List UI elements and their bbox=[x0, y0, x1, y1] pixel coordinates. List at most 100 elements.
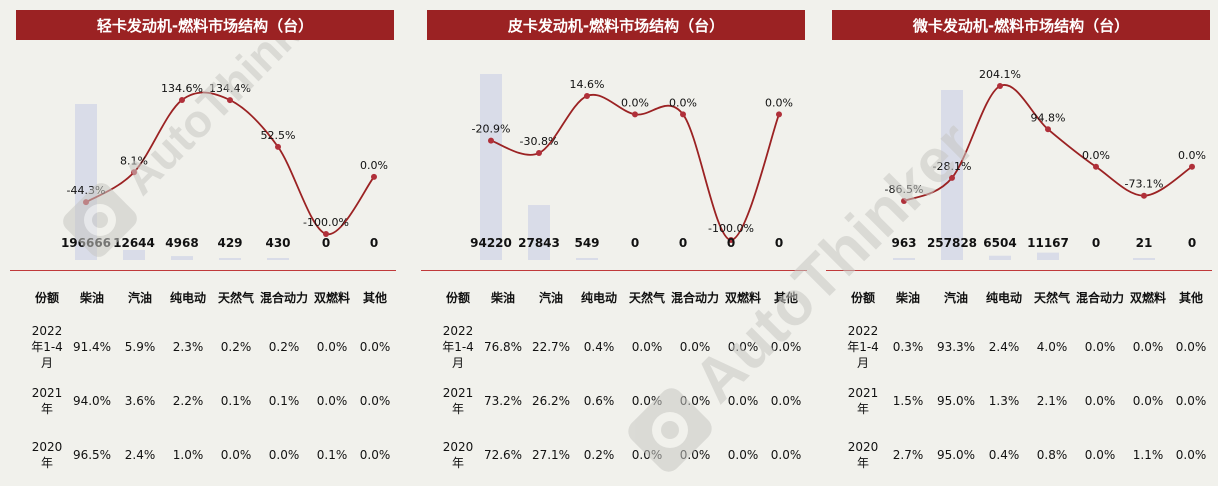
volume-bar bbox=[1133, 258, 1155, 260]
table-header-cell: 柴油 bbox=[895, 291, 920, 305]
share-cell: 0.0% bbox=[1175, 448, 1207, 462]
growth-label: 0.0% bbox=[1178, 149, 1206, 162]
table-header-row: 份额 柴油 汽油 纯电动 天然气 混合动力 双燃料 其他 bbox=[437, 276, 805, 320]
share-cell: 0.0% bbox=[1084, 394, 1116, 408]
share-cell: 26.2% bbox=[531, 394, 571, 408]
growth-label: 0.0% bbox=[621, 96, 649, 109]
share-cell: 94.0% bbox=[72, 394, 112, 408]
volume-bar bbox=[267, 258, 289, 260]
divider bbox=[826, 270, 1212, 271]
table-header-cell: 汽油 bbox=[538, 291, 563, 305]
volume-label: 21 bbox=[1136, 236, 1153, 250]
growth-point bbox=[1189, 163, 1195, 170]
growth-point bbox=[227, 97, 233, 104]
share-cell: 96.5% bbox=[72, 448, 112, 462]
share-cell: 2.4% bbox=[124, 448, 156, 462]
share-cell: 0.0% bbox=[770, 448, 802, 462]
growth-label: 0.0% bbox=[1082, 149, 1110, 162]
panel-pickup: 皮卡发动机-燃料市场结构（台） -20.9% -30.8% 14.6% 0.0% 0.0… bbox=[419, 0, 813, 486]
growth-label: 134.6% bbox=[161, 82, 203, 95]
volume-label: 429 bbox=[217, 236, 242, 250]
share-cell: 0.0% bbox=[1132, 394, 1164, 408]
share-cell: 0.8% bbox=[1036, 448, 1068, 462]
volume-bar bbox=[576, 258, 598, 260]
share-cell: 0.0% bbox=[679, 394, 711, 408]
share-cell: 0.0% bbox=[1132, 340, 1164, 354]
growth-point bbox=[536, 150, 542, 157]
volume-label: 27843 bbox=[518, 236, 560, 250]
growth-label: -20.9% bbox=[472, 123, 511, 136]
table-header-cell: 混合动力 bbox=[671, 291, 720, 305]
growth-label: 0.0% bbox=[360, 159, 388, 172]
share-cell: 2.1% bbox=[1036, 394, 1068, 408]
share-cell: 2.4% bbox=[988, 340, 1020, 354]
table-row: 2022年1-4月 0.3% 93.3% 2.4% 4.0% 0.0% 0.0% 0.0% bbox=[842, 320, 1210, 374]
table-header-cell: 双燃料 bbox=[313, 291, 350, 305]
share-cell: 0.0% bbox=[359, 340, 391, 354]
volume-label: 963 bbox=[891, 236, 916, 250]
share-cell: 73.2% bbox=[483, 394, 523, 408]
share-cell: 1.0% bbox=[172, 448, 204, 462]
share-cell: 2.3% bbox=[172, 340, 204, 354]
share-cell: 93.3% bbox=[936, 340, 976, 354]
growth-label: 0.0% bbox=[765, 96, 793, 109]
share-cell: 1.3% bbox=[988, 394, 1020, 408]
growth-label: 8.1% bbox=[120, 154, 148, 167]
share-cell: 0.0% bbox=[1175, 340, 1207, 354]
share-cell: 0.0% bbox=[268, 448, 300, 462]
volume-label: 549 bbox=[574, 236, 599, 250]
row-label: 2022年1-4月 bbox=[31, 324, 63, 370]
share-cell: 2.2% bbox=[172, 394, 204, 408]
volume-label: 196666 bbox=[61, 236, 111, 250]
table-header-cell: 其他 bbox=[773, 291, 798, 305]
growth-label: -86.5% bbox=[885, 183, 924, 196]
table-header-cell: 份额 bbox=[445, 291, 470, 305]
growth-point bbox=[728, 237, 734, 243]
share-cell: 0.0% bbox=[631, 340, 663, 354]
table-header-cell: 天然气 bbox=[1033, 291, 1070, 305]
volume-bar bbox=[893, 258, 915, 260]
share-cell: 0.4% bbox=[988, 448, 1020, 462]
growth-label: -30.8% bbox=[520, 135, 559, 148]
share-cell: 0.3% bbox=[892, 340, 924, 354]
table-row: 2021年 73.2% 26.2% 0.6% 0.0% 0.0% 0.0% 0.0% bbox=[437, 374, 805, 428]
share-table: 份额 柴油 汽油 纯电动 天然气 混合动力 双燃料 其他 2022年1-4月 76.8% 22.7%… bbox=[437, 276, 805, 482]
growth-point bbox=[901, 198, 907, 204]
growth-point bbox=[584, 93, 590, 99]
share-cell: 0.0% bbox=[631, 448, 663, 462]
share-cell: 2.7% bbox=[892, 448, 924, 462]
row-label: 2022年1-4月 bbox=[442, 324, 474, 370]
table-header-cell: 纯电动 bbox=[580, 291, 617, 305]
chart-pickup: -20.9% -30.8% 14.6% 0.0% 0.0% -100.0% 0.0% 9422… bbox=[470, 74, 793, 260]
share-cell: 5.9% bbox=[124, 340, 156, 354]
share-cell: 0.0% bbox=[1084, 340, 1116, 354]
share-cell: 0.0% bbox=[1084, 448, 1116, 462]
share-table: 份额 柴油 汽油 纯电动 天然气 混合动力 双燃料 其他 2022年1-4月 0.3% 93.3% 2… bbox=[842, 276, 1210, 482]
table-header-cell: 柴油 bbox=[490, 291, 515, 305]
row-label: 2020年 bbox=[442, 440, 474, 470]
divider bbox=[421, 270, 807, 271]
share-cell: 0.2% bbox=[583, 448, 615, 462]
growth-label: -28.1% bbox=[933, 160, 972, 173]
volume-label: 0 bbox=[1092, 236, 1100, 250]
table-header-cell: 份额 bbox=[850, 291, 875, 305]
share-cell: 0.1% bbox=[220, 394, 252, 408]
share-cell: 0.2% bbox=[268, 340, 300, 354]
growth-label: 134.4% bbox=[209, 82, 251, 95]
share-cell: 0.0% bbox=[679, 448, 711, 462]
volume-label: 0 bbox=[679, 236, 687, 250]
table-row: 2021年 1.5% 95.0% 1.3% 2.1% 0.0% 0.0% 0.0% bbox=[842, 374, 1210, 428]
volume-bar bbox=[480, 74, 502, 260]
table-header-row: 份额 柴油 汽油 纯电动 天然气 混合动力 双燃料 其他 bbox=[842, 276, 1210, 320]
table-row: 2020年 2.7% 95.0% 0.4% 0.8% 0.0% 1.1% 0.0% bbox=[842, 428, 1210, 482]
share-cell: 0.1% bbox=[316, 448, 348, 462]
growth-label: -73.1% bbox=[1125, 178, 1164, 191]
growth-label: 0.0% bbox=[669, 96, 697, 109]
volume-bar bbox=[989, 255, 1011, 260]
table-header-cell: 汽油 bbox=[943, 291, 968, 305]
volume-label: 0 bbox=[1188, 236, 1196, 250]
table-header-cell: 天然气 bbox=[628, 291, 665, 305]
growth-line bbox=[490, 93, 780, 241]
share-cell: 0.0% bbox=[631, 394, 663, 408]
growth-point bbox=[776, 111, 782, 118]
